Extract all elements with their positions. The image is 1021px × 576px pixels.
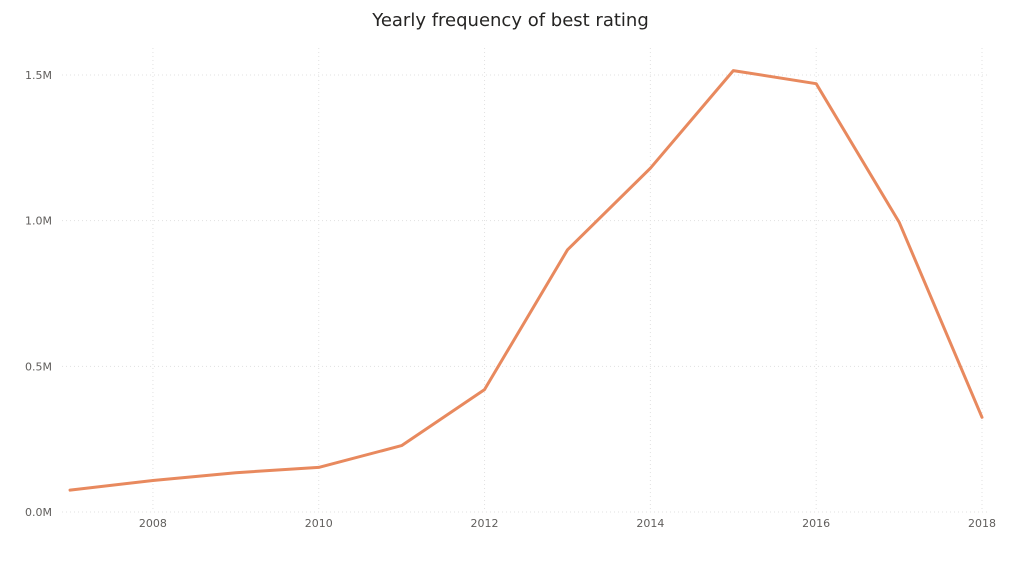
data-point[interactable] — [729, 67, 737, 75]
data-point[interactable] — [398, 442, 406, 450]
gridlines — [62, 48, 990, 513]
x-tick-label: 2010 — [305, 517, 333, 530]
x-tick-label: 2012 — [471, 517, 499, 530]
data-point[interactable] — [812, 80, 820, 88]
data-point[interactable] — [315, 463, 323, 471]
y-tick-label: 1.0M — [25, 215, 52, 228]
x-tick-label: 2018 — [968, 517, 996, 530]
data-point[interactable] — [895, 218, 903, 226]
data-point[interactable] — [149, 477, 157, 485]
y-tick-label: 0.5M — [25, 360, 52, 373]
y-axis-labels: 0.0M 0.5M 1.0M 1.5M — [25, 69, 52, 519]
x-tick-label: 2016 — [802, 517, 830, 530]
series-line[interactable] — [68, 69, 984, 492]
y-tick-label: 1.5M — [25, 69, 52, 82]
data-point[interactable] — [232, 469, 240, 477]
chart-title: Yearly frequency of best rating — [372, 10, 649, 31]
data-point[interactable] — [978, 413, 986, 421]
data-point[interactable] — [481, 386, 489, 394]
series-layer — [66, 67, 986, 494]
data-point[interactable] — [646, 164, 654, 172]
data-point[interactable] — [563, 246, 571, 254]
x-tick-label: 2014 — [636, 517, 664, 530]
y-tick-label: 0.0M — [25, 506, 52, 519]
x-axis-labels: 2008 2010 2012 2014 2016 2018 — [139, 517, 996, 530]
x-tick-label: 2008 — [139, 517, 167, 530]
data-point[interactable] — [66, 486, 74, 494]
